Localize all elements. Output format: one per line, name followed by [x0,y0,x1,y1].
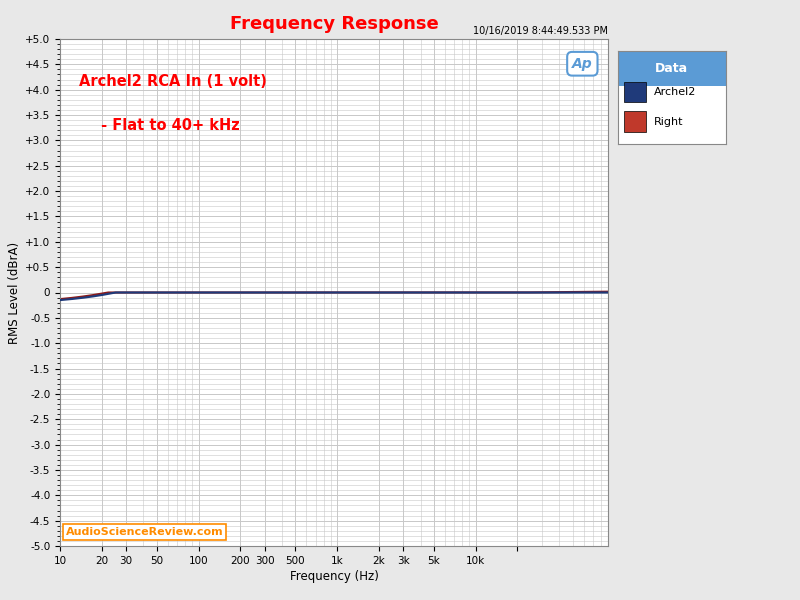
Text: Data: Data [655,62,688,75]
Text: Right: Right [654,116,684,127]
Bar [624,112,646,132]
Text: Archel2: Archel2 [654,87,697,97]
Y-axis label: RMS Level (dBrA): RMS Level (dBrA) [8,241,21,344]
Bar [618,51,726,86]
Text: 10/16/2019 8:44:49.533 PM: 10/16/2019 8:44:49.533 PM [473,26,608,37]
Text: Archel2 RCA In (1 volt): Archel2 RCA In (1 volt) [79,74,267,89]
Bar [624,82,646,102]
X-axis label: Frequency (Hz): Frequency (Hz) [290,570,378,583]
Text: Ap: Ap [572,57,593,71]
Text: - Flat to 40+ kHz: - Flat to 40+ kHz [96,118,239,133]
Text: AudioScienceReview.com: AudioScienceReview.com [66,527,223,537]
Text: Frequency Response: Frequency Response [230,15,438,33]
